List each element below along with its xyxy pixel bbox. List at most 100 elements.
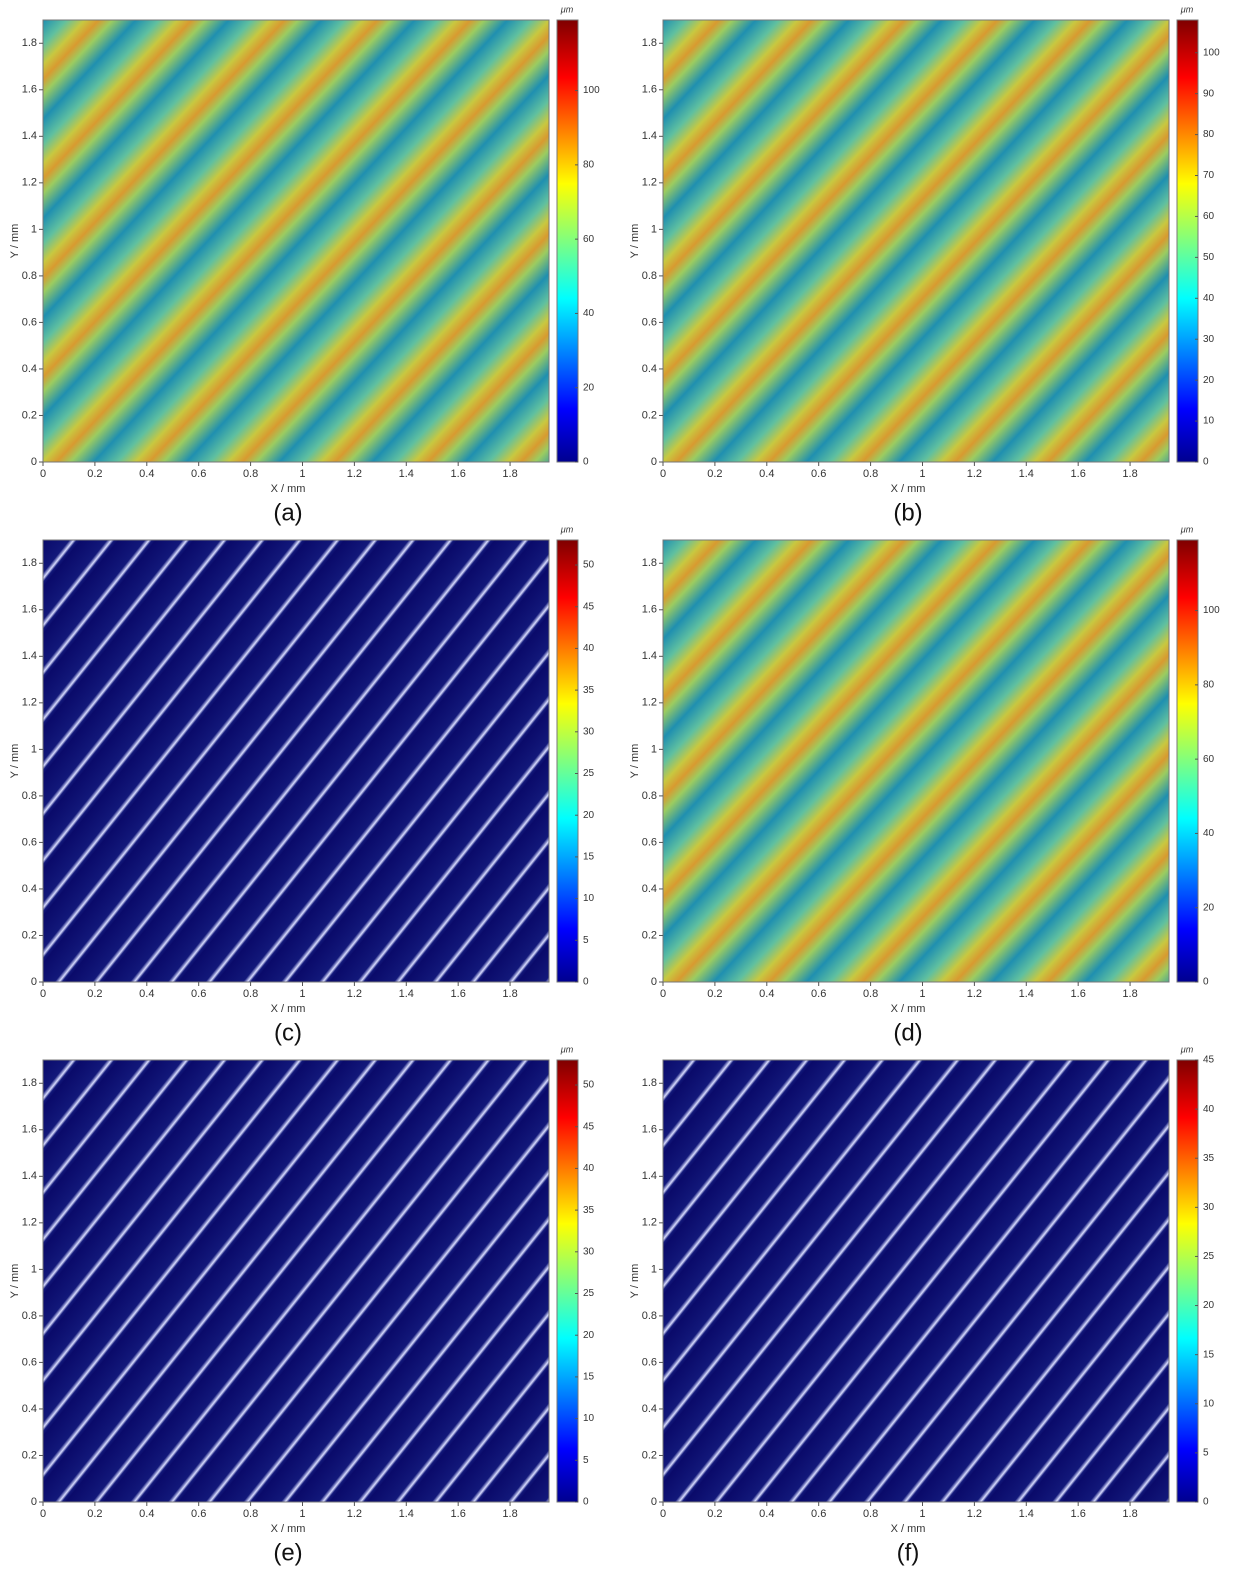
colorbar-tick-label: 90 [1203, 88, 1215, 99]
x-tick-label: 1 [299, 1508, 305, 1520]
y-tick-label: 0.8 [642, 790, 657, 802]
x-tick-label: 1.8 [1122, 988, 1137, 1000]
y-tick-label: 1 [651, 223, 657, 235]
x-tick-label: 0.6 [811, 468, 826, 480]
colorbar-unit: μm [560, 1044, 574, 1054]
x-tick-label: 0.4 [139, 1508, 154, 1520]
x-tick-label: 0.6 [191, 988, 206, 1000]
y-tick-label: 1.6 [22, 604, 37, 616]
x-tick-label: 1.6 [451, 468, 466, 480]
colorbar-tick-label: 20 [583, 382, 595, 393]
colorbar-tick-label: 30 [583, 1246, 595, 1257]
colorbar-tick-label: 80 [1203, 679, 1215, 690]
caption: (a) [273, 499, 302, 526]
colorbar-tick-label: 20 [583, 1330, 595, 1341]
x-tick-label: 1.4 [399, 988, 414, 1000]
y-tick-label: 0.8 [642, 270, 657, 282]
x-tick-label: 1.8 [502, 988, 517, 1000]
y-tick-label: 1.6 [22, 84, 37, 96]
y-tick-label: 0.2 [22, 929, 37, 941]
y-axis-label: Y / mm [629, 744, 641, 779]
y-tick-label: 0 [651, 456, 657, 468]
x-tick-label: 0.6 [191, 1508, 206, 1520]
x-tick-label: 1 [919, 988, 925, 1000]
colorbar-tick-label: 5 [583, 935, 589, 946]
y-tick-label: 1 [651, 743, 657, 755]
colorbar-tick-label: 60 [1203, 211, 1215, 222]
colorbar-tick-label: 100 [583, 85, 600, 96]
x-axis-label: X / mm [891, 1523, 926, 1535]
x-axis-label: X / mm [891, 1003, 926, 1015]
y-tick-label: 0 [31, 456, 37, 468]
x-axis-label: X / mm [271, 1523, 306, 1535]
x-tick-label: 0 [660, 988, 666, 1000]
colorbar-tick-label: 25 [583, 768, 595, 779]
colorbar-tick-label: 10 [583, 893, 595, 904]
x-tick-label: 1.6 [1071, 468, 1086, 480]
x-tick-label: 0.6 [191, 468, 206, 480]
y-tick-label: 0.8 [642, 1310, 657, 1322]
x-tick-label: 0.8 [863, 988, 878, 1000]
x-tick-label: 0.2 [87, 1508, 102, 1520]
colorbar-tick-label: 40 [1203, 1104, 1215, 1115]
x-axis-label: X / mm [271, 1003, 306, 1015]
colorbar-tick-label: 10 [1203, 1398, 1215, 1409]
y-tick-label: 1 [31, 743, 37, 755]
x-tick-label: 0.4 [139, 988, 154, 1000]
x-tick-label: 0 [660, 468, 666, 480]
y-tick-label: 1.4 [642, 130, 657, 142]
x-tick-label: 1.4 [399, 468, 414, 480]
colorbar-tick-label: 0 [1203, 457, 1209, 468]
y-tick-label: 1.4 [642, 1170, 657, 1182]
colorbar-tick-label: 40 [583, 1163, 595, 1174]
x-tick-label: 1.2 [347, 988, 362, 1000]
x-tick-label: 0 [40, 988, 46, 1000]
x-tick-label: 1 [919, 468, 925, 480]
y-tick-label: 0.4 [642, 883, 657, 895]
y-tick-label: 0.4 [22, 1403, 37, 1415]
y-axis-label: Y / mm [9, 1264, 21, 1299]
colorbar-tick-label: 20 [1203, 1300, 1215, 1311]
surface-map [43, 20, 549, 462]
colorbar-tick-label: 0 [583, 1497, 589, 1508]
y-tick-label: 1.2 [22, 697, 37, 709]
y-tick-label: 0 [31, 976, 37, 988]
colorbar-unit: μm [1180, 4, 1194, 14]
colorbar-tick-label: 100 [1203, 47, 1220, 58]
x-tick-label: 1.6 [1071, 988, 1086, 1000]
colorbar-tick-label: 70 [1203, 170, 1215, 181]
colorbar-tick-label: 30 [1203, 1202, 1215, 1213]
colorbar-tick-label: 30 [1203, 334, 1215, 345]
y-tick-label: 0.4 [22, 363, 37, 375]
y-tick-label: 1.8 [642, 557, 657, 569]
y-tick-label: 1.2 [22, 177, 37, 189]
y-tick-label: 0.2 [22, 1449, 37, 1461]
y-tick-label: 0.6 [22, 1356, 37, 1368]
x-tick-label: 1 [299, 468, 305, 480]
y-tick-label: 0.8 [22, 790, 37, 802]
y-tick-label: 1.2 [642, 697, 657, 709]
y-tick-label: 1.4 [642, 650, 657, 662]
colorbar-tick-label: 0 [1203, 977, 1209, 988]
caption: (c) [274, 1019, 302, 1046]
y-axis-label: Y / mm [629, 1264, 641, 1299]
y-tick-label: 0.6 [642, 1356, 657, 1368]
y-tick-label: 1.6 [642, 84, 657, 96]
colorbar-tick-label: 25 [583, 1288, 595, 1299]
y-tick-label: 1.6 [22, 1124, 37, 1136]
x-tick-label: 1.2 [967, 988, 982, 1000]
y-axis-label: Y / mm [629, 224, 641, 259]
y-axis-label: Y / mm [9, 744, 21, 779]
x-tick-label: 0 [660, 1508, 666, 1520]
x-tick-label: 1.2 [347, 468, 362, 480]
y-tick-label: 1 [651, 1263, 657, 1275]
colorbar [557, 1060, 578, 1502]
colorbar-tick-label: 30 [583, 726, 595, 737]
y-tick-label: 1.8 [642, 1077, 657, 1089]
y-tick-label: 1.8 [22, 557, 37, 569]
colorbar-tick-label: 50 [583, 560, 595, 571]
colorbar-tick-label: 50 [1203, 252, 1215, 263]
caption: (d) [893, 1019, 922, 1046]
colorbar-unit: μm [560, 524, 574, 534]
x-tick-label: 0.2 [87, 468, 102, 480]
